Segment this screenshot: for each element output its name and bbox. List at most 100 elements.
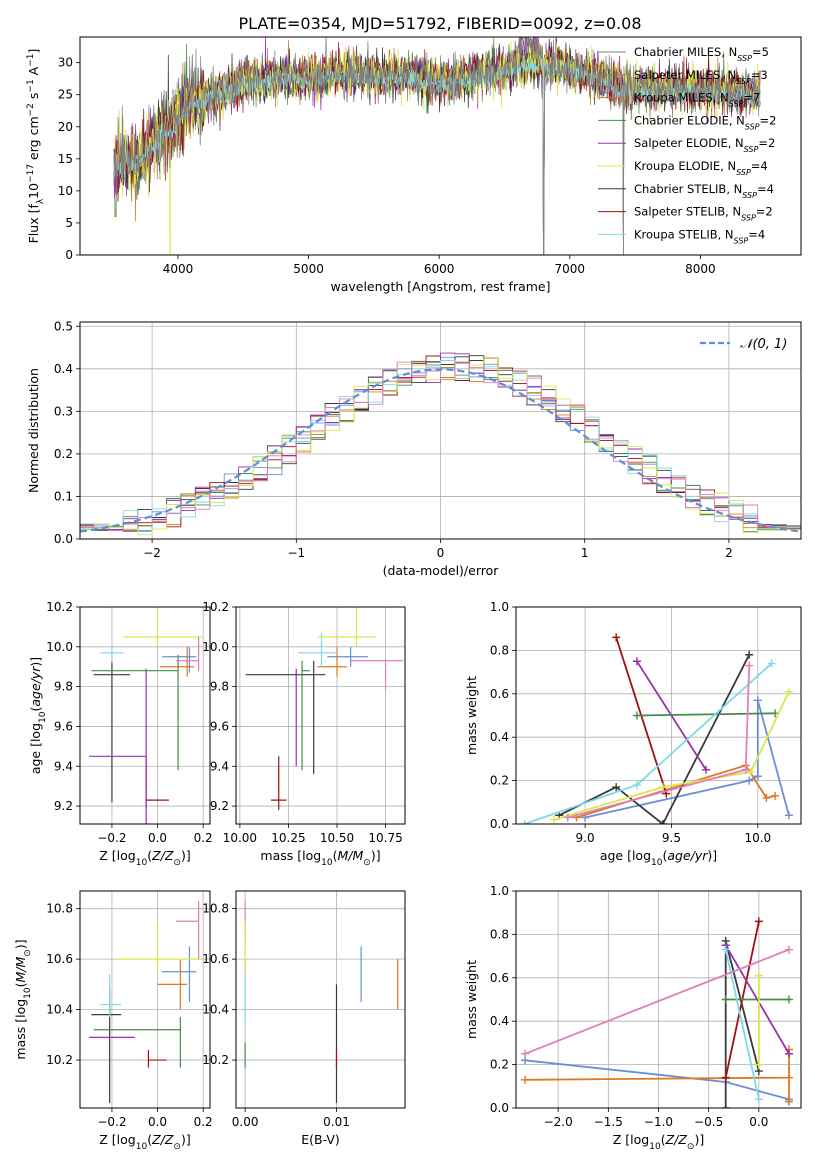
mass-weight-marker <box>632 657 641 666</box>
mass-weight-marker <box>721 945 730 954</box>
x-tick-label: −0.5 <box>694 1115 723 1129</box>
panel-residuals: −2 −1 0 1 2 0.0 0.1 0.2 0.3 0.4 0.5 (data-model)/er… <box>26 319 802 578</box>
mass-weight-line <box>567 665 751 819</box>
mass-weight-marker <box>702 765 710 774</box>
y-tick-label: 9.2 <box>54 799 73 813</box>
errorbar-point <box>159 646 195 677</box>
errorbar-point <box>157 959 188 1010</box>
y-tick-label: 9.4 <box>54 759 73 773</box>
errorbar-point <box>301 660 310 771</box>
mass-weight-marker <box>784 945 793 954</box>
x-tick-label: 0.01 <box>323 1115 350 1129</box>
y-tick-label: 10.0 <box>202 640 229 654</box>
histogram-step <box>80 357 801 536</box>
x-tick-label: 10.50 <box>320 831 354 845</box>
errorbar-point <box>162 946 197 1003</box>
plot-area-residuals <box>80 352 801 536</box>
mass-weight-line <box>558 654 751 824</box>
axes-frame <box>515 606 802 825</box>
y-axis-label: mass [log10(M/M⊙)] <box>13 939 33 1059</box>
mass-weight-marker <box>632 780 641 789</box>
mass-weight-line <box>584 700 790 819</box>
y-tick-label: 0.4 <box>490 1014 509 1028</box>
x-axis-label: Z [log10(Z/Z⊙)] <box>613 1132 704 1152</box>
y-tick-label: 9.2 <box>210 799 229 813</box>
panel-age-vs-mass: 10.00 10.25 10.50 10.75 9.2 9.4 9.6 9.8 10.0 10.2… <box>202 600 406 868</box>
x-tick-label: 0.0 <box>749 1115 768 1129</box>
x-tick-label: 10.75 <box>368 831 402 845</box>
legend-entry: Kroupa MILES, NSSP=7 <box>634 91 760 109</box>
y-tick-label: 9.6 <box>54 719 73 733</box>
x-tick-label: 4000 <box>163 262 194 276</box>
y-axis-label: mass weight <box>464 960 479 1039</box>
y-tick-label: 1.0 <box>490 600 509 614</box>
mass-weight-marker <box>746 767 755 776</box>
x-axis-label: Z [log10(Z/Z⊙)] <box>99 848 190 868</box>
errorbar-point <box>93 1017 181 1068</box>
x-axis-label: Z [log10(Z/Z⊙)] <box>99 1132 190 1152</box>
mass-weight-line <box>636 712 776 717</box>
x-tick-label: 0 <box>437 546 445 560</box>
x-tick-label: 10.25 <box>271 831 305 845</box>
y-tick-label: 10.4 <box>46 1003 73 1017</box>
plot-area-mass-vs-ebv <box>244 901 399 1103</box>
panel-mass-vs-Z: −0.2 0.0 0.2 10.2 10.4 10.6 10.8 Z [log10(Z/Z⊙)… <box>13 890 213 1152</box>
x-tick-label: 2 <box>725 546 733 560</box>
x-tick-label: 0.2 <box>194 831 213 845</box>
mass-weight-marker <box>658 783 667 792</box>
errorbar-point <box>100 974 122 1018</box>
errorbar-point <box>350 660 404 691</box>
legend-entry: Salpeter STELIB, NSSP=2 <box>634 205 773 223</box>
x-axis-label: wavelength [Angstrom, rest frame] <box>330 279 550 294</box>
errorbar-point <box>162 646 197 673</box>
y-tick-label: 0.6 <box>490 687 509 701</box>
mass-weight-marker <box>745 661 754 670</box>
errorbar-point <box>175 636 200 671</box>
errorbar-point <box>100 642 124 663</box>
mass-weight-marker <box>784 687 793 696</box>
y-tick-label: 10.6 <box>46 952 73 966</box>
mass-weight-marker <box>771 791 780 800</box>
histogram-step <box>80 361 801 531</box>
errorbar-point <box>175 901 200 960</box>
mass-weight-marker <box>784 1097 793 1106</box>
mass-weight-marker <box>753 772 762 781</box>
mass-weight-marker <box>612 633 621 642</box>
y-tick-label: 10.4 <box>202 1003 229 1017</box>
y-tick-label: 9.8 <box>210 680 229 694</box>
plot-area-age-vs-mass <box>245 607 404 811</box>
errorbar-point <box>89 668 147 824</box>
legend-entry: Kroupa ELODIE, NSSP=4 <box>634 159 768 177</box>
plot-area-massweight-vs-age <box>520 633 793 824</box>
x-tick-label: 9.5 <box>662 831 681 845</box>
y-tick-label: 10 <box>58 184 73 198</box>
mass-weight-marker <box>784 1049 793 1058</box>
y-tick-label: 10.0 <box>46 640 73 654</box>
y-axis-label: Normed distribution <box>26 368 41 493</box>
mass-weight-marker <box>521 1049 530 1058</box>
errorbar-point <box>327 646 369 667</box>
mass-weight-marker <box>520 820 529 824</box>
errorbar-point <box>245 660 326 775</box>
figure-title: PLATE=0354, MJD=51792, FIBERID=0092, z=0… <box>238 14 641 33</box>
mass-weight-marker <box>745 776 754 785</box>
errorbar-point <box>116 921 204 972</box>
y-tick-label: 10.2 <box>46 1053 73 1067</box>
x-tick-label: −1.0 <box>644 1115 673 1129</box>
y-tick-label: 0.2 <box>490 1058 509 1072</box>
x-tick-label: 0.0 <box>148 831 167 845</box>
axes-frame <box>235 606 406 825</box>
y-tick-label: 9.6 <box>210 719 229 733</box>
x-axis-label: (data-model)/error <box>383 563 500 578</box>
mass-weight-marker <box>784 811 793 820</box>
x-tick-label: −1 <box>287 546 305 560</box>
y-tick-label: 25 <box>58 88 73 102</box>
x-tick-label: 7000 <box>555 262 586 276</box>
mass-weight-marker <box>754 971 763 980</box>
mass-weight-marker <box>612 783 621 792</box>
mass-weight-marker <box>658 820 667 824</box>
errorbar-point <box>317 607 376 647</box>
mass-weight-marker <box>563 813 572 822</box>
y-tick-label: 10.2 <box>202 600 229 614</box>
mass-weight-marker <box>754 1095 763 1104</box>
